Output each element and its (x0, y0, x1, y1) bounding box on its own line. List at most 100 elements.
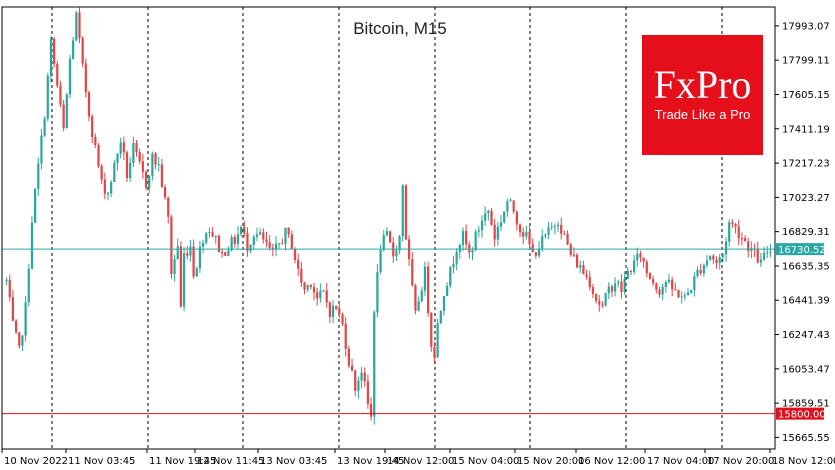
support-level-label: 15800.00 (778, 410, 826, 421)
candle-body (46, 75, 49, 119)
candle-body (544, 234, 547, 237)
candle-body (607, 286, 610, 294)
candle-body (306, 285, 309, 290)
candle-body (395, 250, 398, 257)
horizontal-levels: 16730.52 15800.00 (2, 243, 826, 421)
candle-body (56, 63, 59, 86)
candle-body (477, 230, 480, 232)
candle-body (205, 233, 208, 243)
candle-body (496, 226, 499, 240)
candle-body (151, 153, 154, 177)
y-tick-label: 17799.11 (782, 56, 830, 67)
candle-body (515, 211, 518, 225)
candle-body (693, 276, 696, 291)
candle-body (528, 231, 531, 245)
candle-body (21, 335, 24, 346)
y-tick-label: 17411.19 (782, 124, 830, 135)
candle-body (316, 292, 319, 299)
current-price-tag (776, 243, 824, 256)
candle-body (259, 232, 262, 235)
candle-body (322, 290, 325, 292)
candle-body (357, 380, 360, 391)
candle-body (268, 242, 271, 248)
candle-body (243, 226, 246, 234)
candle-body (572, 254, 576, 256)
candle-body (100, 166, 103, 180)
candle-body (671, 279, 674, 290)
candle-body (230, 237, 233, 251)
candle-body (750, 248, 753, 251)
candle-body (480, 220, 484, 231)
chart-title: Bitcoin, M15 (353, 19, 447, 38)
candle-body (14, 320, 18, 333)
candle-body (148, 176, 151, 188)
candle-body (614, 283, 617, 292)
candle-body (604, 293, 607, 306)
candle-body (525, 231, 528, 237)
candle-body (65, 94, 68, 129)
candle-body (661, 286, 664, 295)
candle-body (705, 260, 709, 266)
candle-body (455, 251, 458, 264)
candles-layer (5, 7, 772, 425)
candle-body (249, 244, 252, 251)
candle-body (217, 235, 221, 252)
candle-body (176, 246, 179, 260)
candle-body (404, 185, 408, 240)
candle-body (297, 260, 300, 269)
candle-body (411, 259, 414, 286)
current-price-label: 16730.52 (778, 245, 826, 256)
candle-body (588, 276, 591, 288)
candle-body (78, 12, 81, 39)
x-tick-label: 13 Nov 03:45 (260, 456, 327, 467)
candle-body (566, 233, 569, 245)
candle-body (72, 40, 75, 59)
candle-body (53, 38, 56, 64)
candle-body (363, 372, 366, 382)
candle-body (303, 282, 306, 290)
candle-body (227, 250, 230, 256)
candle-body (636, 253, 639, 261)
candle-body (287, 227, 290, 235)
candle-body (664, 282, 667, 287)
candle-body (163, 186, 167, 198)
candle-body (728, 222, 731, 242)
fxpro-logo-tagline: Trade Like a Pro (654, 107, 751, 122)
candle-body (252, 236, 255, 245)
candle-body (132, 142, 135, 164)
candle-body (135, 142, 138, 153)
candle-body (718, 257, 721, 264)
candle-body (344, 323, 347, 349)
candle-body (591, 287, 595, 295)
candle-body (110, 182, 113, 194)
candle-body (620, 281, 623, 292)
candle-body (312, 287, 316, 293)
candle-body (224, 252, 227, 256)
x-tick-label: 12 Nov 11:45 (197, 456, 264, 467)
candle-body (690, 290, 693, 293)
candle-body (5, 279, 8, 282)
candle-body (34, 188, 37, 223)
y-tick-label: 16635.35 (782, 261, 830, 272)
x-tick-label: 17 Nov 20:00 (707, 456, 774, 467)
candle-body (94, 136, 97, 146)
candle-body (734, 224, 737, 227)
support-level-tag (776, 407, 824, 420)
candle-body (658, 289, 661, 295)
candle-body (157, 164, 160, 166)
candle-body (68, 58, 72, 95)
x-tick-label: 11 Nov 19:45 (149, 456, 216, 467)
x-tick-label: 17 Nov 04:00 (647, 456, 714, 467)
candle-body (220, 251, 224, 253)
candle-body (550, 226, 553, 228)
candle-body (18, 332, 21, 346)
candle-body (696, 270, 699, 277)
y-tick-label: 15859.51 (782, 399, 830, 410)
candle-body (350, 365, 354, 371)
candle-body (43, 118, 46, 136)
candle-body (240, 226, 243, 235)
candle-body (106, 193, 110, 195)
x-tick-label: 15 Nov 04:00 (452, 456, 519, 467)
candle-body (547, 227, 550, 235)
